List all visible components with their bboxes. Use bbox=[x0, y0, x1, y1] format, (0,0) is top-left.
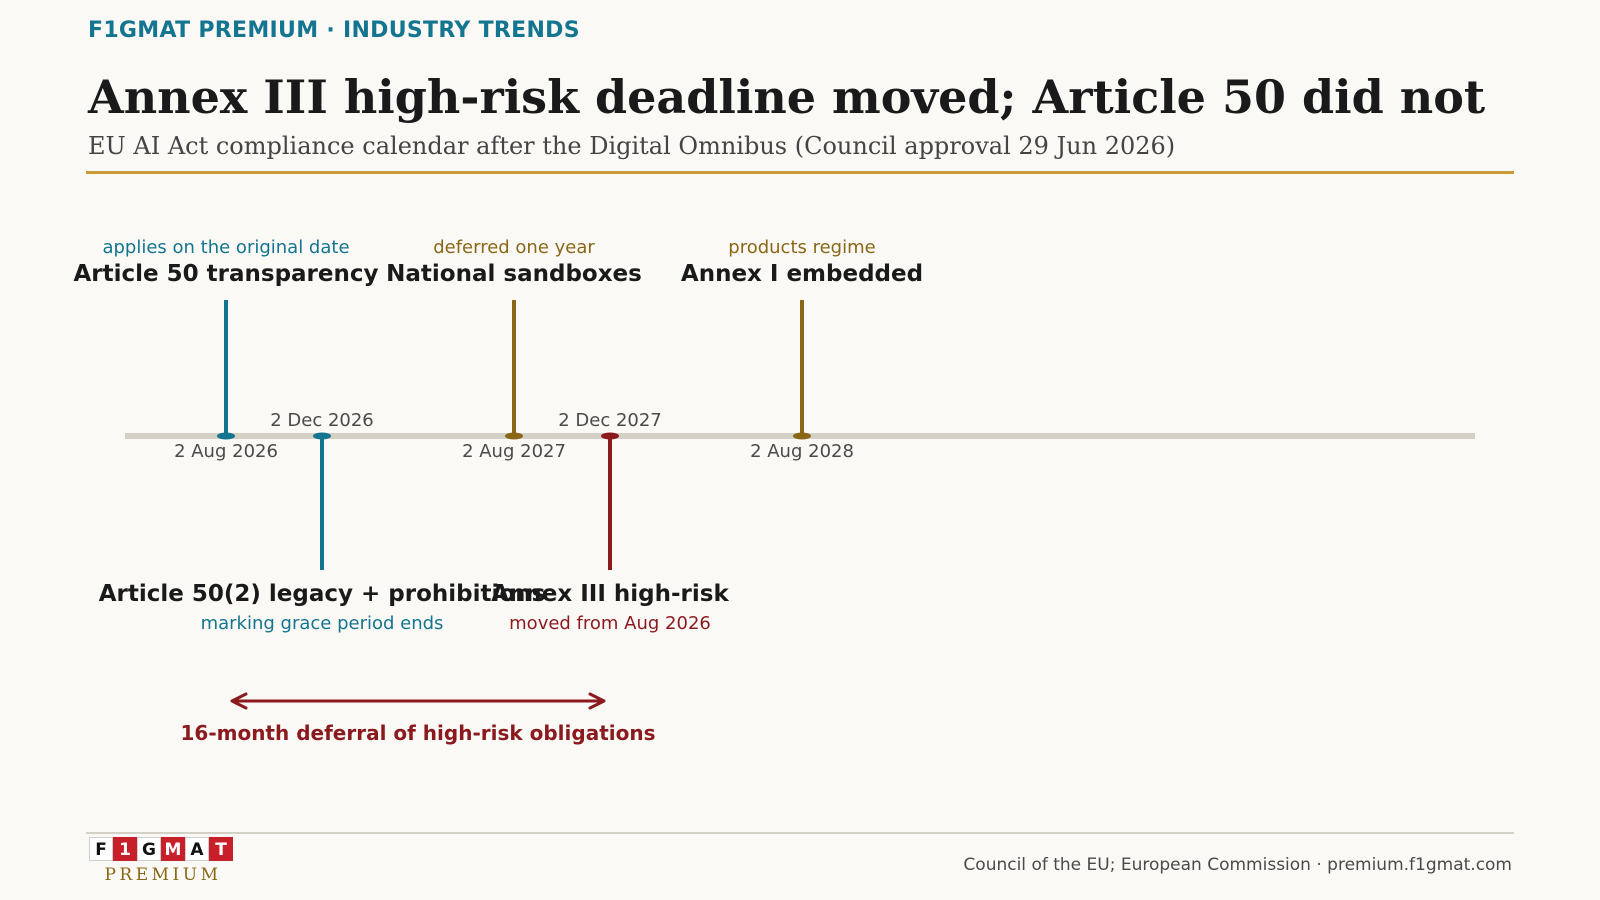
event-marker bbox=[313, 432, 331, 440]
page-title: Annex III high-risk deadline moved; Arti… bbox=[88, 70, 1486, 124]
event-note: deferred one year bbox=[433, 237, 595, 258]
arrowhead-left-icon bbox=[230, 692, 248, 710]
event-date: 2 Aug 2028 bbox=[750, 441, 854, 462]
kicker: F1GMAT PREMIUM · INDUSTRY TRENDS bbox=[88, 18, 580, 43]
event-label: Article 50 transparency bbox=[73, 261, 379, 287]
event-date: 2 Dec 2027 bbox=[558, 410, 662, 431]
event-label: Annex III high-risk bbox=[491, 581, 729, 607]
event-label: Annex I embedded bbox=[680, 261, 924, 287]
logo-premium-word: PREMIUM bbox=[104, 865, 222, 885]
event-note: products regime bbox=[728, 237, 876, 258]
event-marker bbox=[793, 432, 811, 440]
logo-letter: A bbox=[185, 837, 209, 861]
footer-divider bbox=[86, 832, 1514, 834]
event-label: Article 50(2) legacy + prohibitions bbox=[98, 581, 546, 607]
event-note: marking grace period ends bbox=[200, 613, 444, 634]
logo-letter: M bbox=[161, 837, 185, 861]
logo-letter: F bbox=[89, 837, 113, 861]
timeline-diagram bbox=[125, 300, 1475, 710]
event-label: National sandboxes bbox=[386, 261, 642, 287]
header-divider bbox=[86, 171, 1514, 174]
event-date: 2 Dec 2026 bbox=[270, 410, 374, 431]
event-date: 2 Aug 2027 bbox=[462, 441, 566, 462]
logo-letter: T bbox=[209, 837, 233, 861]
page-subtitle: EU AI Act compliance calendar after the … bbox=[88, 132, 1176, 160]
event-note: applies on the original date bbox=[102, 237, 350, 258]
deferral-span-label: 16-month deferral of high-risk obligatio… bbox=[180, 721, 656, 745]
event-date: 2 Aug 2026 bbox=[174, 441, 278, 462]
logo-letter: 1 bbox=[113, 837, 137, 861]
source-credit: Council of the EU; European Commission ·… bbox=[963, 855, 1512, 875]
event-note: moved from Aug 2026 bbox=[509, 613, 711, 634]
event-marker bbox=[601, 432, 619, 440]
logo-letter: G bbox=[137, 837, 161, 861]
arrowhead-right-icon bbox=[588, 692, 606, 710]
event-marker bbox=[505, 432, 523, 440]
event-marker bbox=[217, 432, 235, 440]
